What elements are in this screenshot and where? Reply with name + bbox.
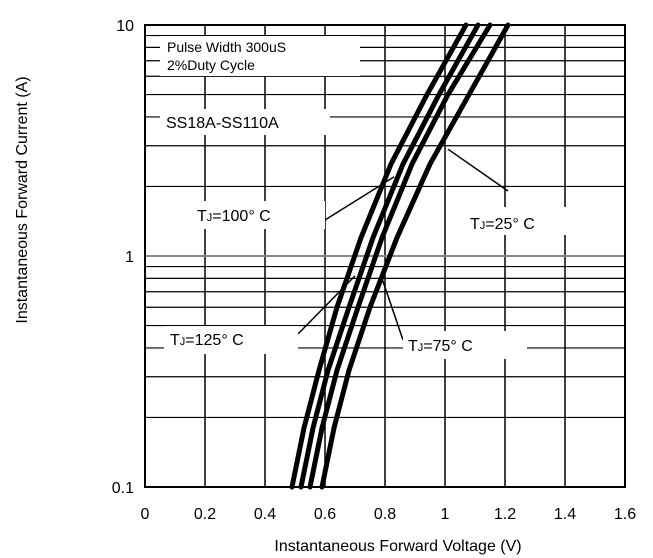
y-tick-labels: 0.1 1 10 bbox=[112, 18, 134, 497]
x-tick-label: 1.6 bbox=[614, 506, 636, 523]
note-box bbox=[160, 36, 360, 76]
annotation-box bbox=[164, 326, 298, 354]
annotation-box bbox=[193, 201, 325, 229]
leader-line bbox=[324, 176, 395, 221]
annotations: TJ=100° C TJ=25° C TJ=125° C TJ=75° C bbox=[164, 148, 586, 359]
series-line bbox=[289, 22, 469, 490]
annotation-box bbox=[403, 331, 527, 359]
y-axis-title: Instantaneous Forward Current (A) bbox=[14, 76, 31, 323]
y-tick-label: 1 bbox=[125, 249, 134, 266]
series-line bbox=[298, 22, 481, 490]
x-tick-label: 1.4 bbox=[554, 506, 576, 523]
y-tick-label: 10 bbox=[116, 18, 134, 35]
x-tick-label: 0.2 bbox=[194, 506, 216, 523]
note-duty-cycle: 2%Duty Cycle bbox=[167, 57, 255, 73]
curves bbox=[289, 22, 511, 490]
x-tick-label: 1.2 bbox=[494, 506, 516, 523]
leader-line bbox=[297, 275, 356, 335]
y-tick-label: 0.1 bbox=[112, 480, 134, 497]
x-tick-label: 0.4 bbox=[254, 506, 276, 523]
part-label-box bbox=[160, 109, 330, 135]
x-tick-label: 0.6 bbox=[314, 506, 336, 523]
series-line bbox=[319, 22, 511, 490]
series-line bbox=[307, 22, 493, 490]
series-annotation: TJ=75° C bbox=[408, 338, 473, 355]
leader-line bbox=[447, 148, 509, 192]
annotation-box bbox=[466, 207, 586, 235]
leader-line bbox=[381, 278, 404, 341]
x-tick-label: 1 bbox=[441, 506, 450, 523]
plot-frame bbox=[144, 24, 626, 488]
series-annotation: TJ=25° C bbox=[470, 216, 535, 233]
series-annotation: TJ=100° C bbox=[197, 208, 271, 225]
x-tick-label: 0.8 bbox=[374, 506, 396, 523]
grid bbox=[145, 25, 625, 487]
series-annotation: TJ=125° C bbox=[170, 332, 244, 349]
note-pulse-width: Pulse Width 300uS bbox=[167, 39, 286, 55]
part-label: SS18A-SS110A bbox=[166, 115, 279, 132]
x-tick-labels: 0 0.2 0.4 0.6 0.8 1 1.2 1.4 1.6 bbox=[141, 506, 637, 523]
x-tick-label: 0 bbox=[141, 506, 150, 523]
x-axis-title: Instantaneous Forward Voltage (V) bbox=[274, 538, 521, 555]
